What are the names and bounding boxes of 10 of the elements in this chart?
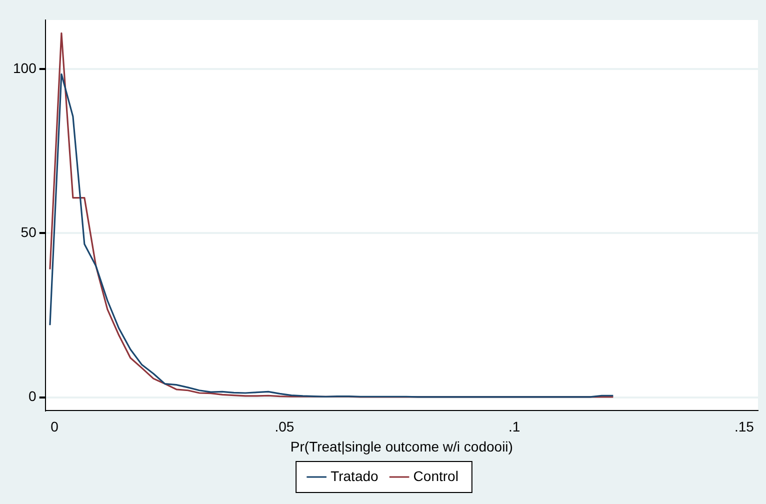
- y-tick-label: 50: [20, 224, 37, 240]
- legend-label: Control: [413, 468, 458, 484]
- legend-label: Tratado: [330, 468, 379, 484]
- x-tick-label: 0: [50, 418, 59, 435]
- x-tick-label: .1: [508, 418, 520, 435]
- x-tick-label: .15: [734, 418, 754, 435]
- x-axis-title: Pr(Treat|single outcome w/i codooii): [290, 438, 513, 454]
- y-tick-label: 100: [13, 60, 37, 76]
- x-tick-label: .05: [274, 418, 294, 435]
- y-tick-label: 0: [28, 388, 37, 404]
